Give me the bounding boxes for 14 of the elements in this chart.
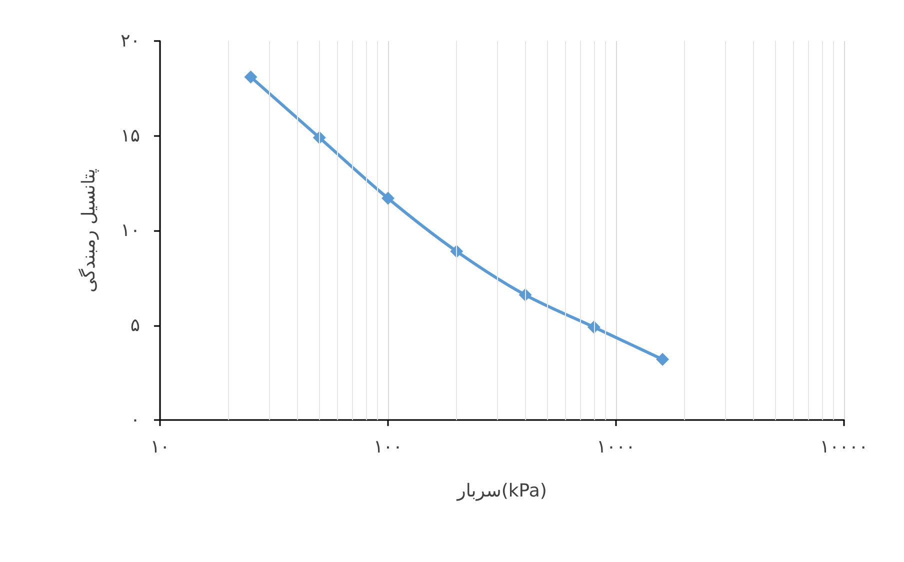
x-tick-label: ۱۰۰ <box>373 436 403 458</box>
x-tick-label: ۱۰۰۰ <box>596 436 636 458</box>
x-tick-label: ۱۰ <box>150 436 170 458</box>
y-tick-label: ۱۵ <box>120 125 140 146</box>
y-tick-label: ۰ <box>130 410 140 430</box>
y-tick-label: ۲۰ <box>120 30 140 52</box>
y-tick-label: ۱۰ <box>120 220 140 241</box>
point <box>244 70 258 84</box>
x-axis-title: سربار(kPa) <box>456 480 547 502</box>
point <box>382 192 394 205</box>
y-tick-label: ۵ <box>130 314 140 336</box>
point <box>656 352 670 366</box>
y-axis-title: پتانسیل رمبندگی <box>78 168 100 292</box>
x-tick-label: ۱۰۰۰۰ <box>820 436 868 458</box>
